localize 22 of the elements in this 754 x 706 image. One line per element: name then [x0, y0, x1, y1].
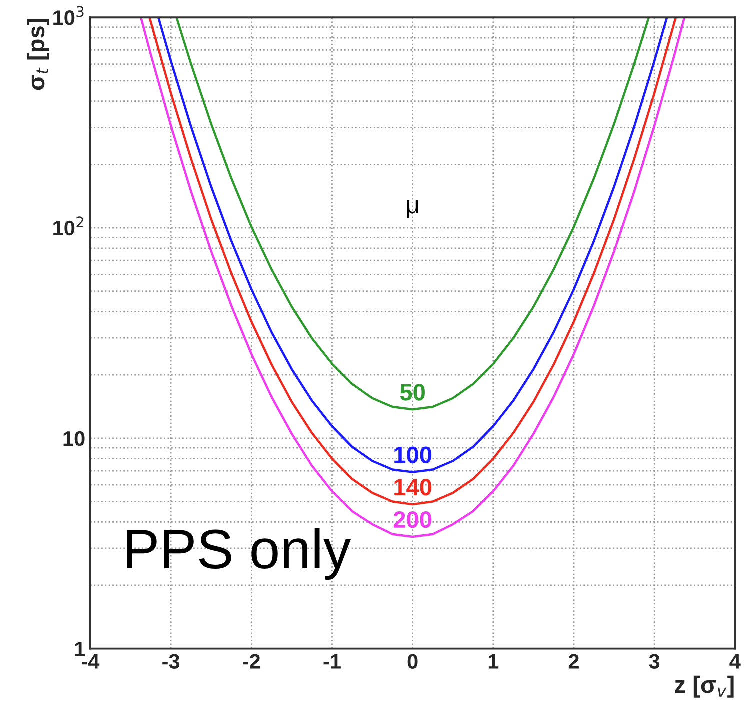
- x-tick-label: 1: [488, 654, 499, 669]
- series-label: 140: [394, 478, 432, 496]
- x-tick-label: 3: [649, 654, 660, 670]
- x-tick-label: 0: [408, 654, 418, 669]
- line-series: [176, 18, 650, 411]
- x-tick-label: -3: [162, 654, 180, 670]
- annotation: μ: [407, 200, 418, 218]
- x-tick-label: -1: [324, 654, 341, 669]
- annotation: PPS only: [127, 528, 352, 580]
- series-label: 200: [394, 511, 432, 528]
- y-tick-label: 10$^{2}$: [54, 216, 84, 236]
- y-tick-label: 10: [64, 431, 85, 446]
- x-tick-label: 4: [730, 654, 741, 669]
- series-label: 50: [400, 384, 425, 401]
- y-tick-label: 1: [75, 642, 86, 656]
- y-tick-label: 10$^{3}$: [54, 6, 84, 26]
- x-axis-title: z [σ$_{v}$]: [675, 676, 734, 698]
- x-tick-label: -4: [82, 654, 100, 669]
- x-tick-label: -2: [243, 654, 260, 669]
- y-axis-title: σ$_{t}$ [ps]: [27, 19, 50, 90]
- x-tick-label: 2: [568, 654, 579, 669]
- series-label: 100: [394, 446, 432, 464]
